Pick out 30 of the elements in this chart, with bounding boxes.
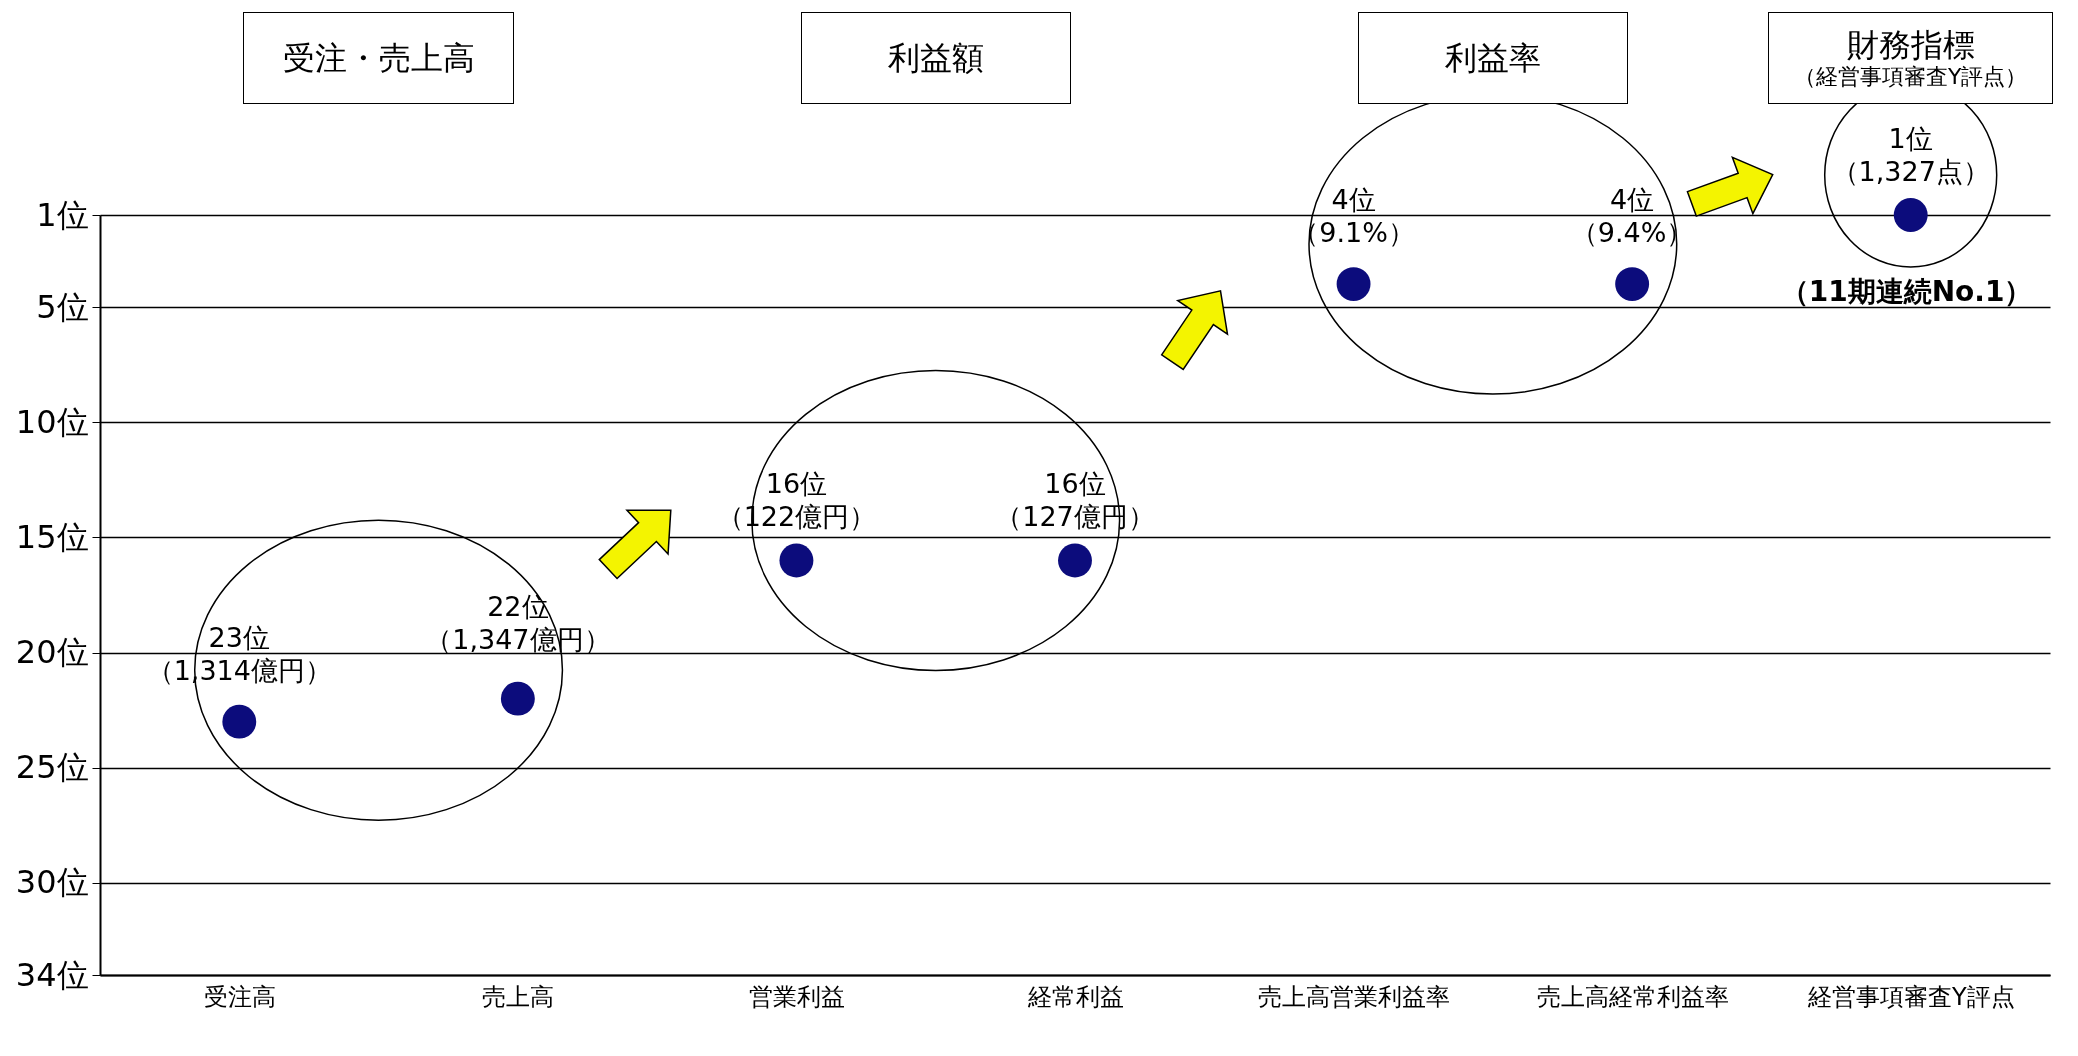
y-tick-label: 10位: [15, 402, 89, 441]
annotation: （11期連続No.1）: [1780, 274, 2033, 310]
y-tick-label: 25位: [15, 748, 89, 787]
x-tick-label: 売上高: [482, 982, 555, 1011]
text: 利益率: [1443, 38, 1542, 77]
x-tick-label: 経常利益: [1026, 982, 1124, 1011]
point: [500, 681, 535, 716]
x-tick-label: 経営事項審査Y評点: [1806, 982, 2015, 1011]
point: [222, 704, 257, 739]
y-tick-label: 1位: [36, 195, 89, 234]
point: [779, 543, 814, 578]
data-label: 4位（9.4%）: [1570, 184, 1694, 249]
data-label: 1位（1,327点）: [1831, 123, 1990, 187]
x-tick-label: 営業利益: [748, 982, 845, 1011]
point: [1893, 198, 1928, 232]
x-tick-label: 売上高経常利益率: [1536, 982, 1729, 1011]
point: [1336, 267, 1371, 302]
text: 財務指標（経営事項審査Y評点）: [1792, 25, 2029, 90]
y-tick-label: 20位: [15, 633, 89, 672]
x-tick-label: 売上高営業利益率: [1258, 982, 1451, 1011]
text: 受注・売上高: [281, 38, 476, 77]
y-tick-label: 15位: [15, 517, 89, 556]
point: [1615, 267, 1650, 302]
y-tick-label: 5位: [36, 287, 89, 326]
y-tick-label: 34位: [15, 955, 89, 994]
x-tick-label: 受注高: [203, 982, 276, 1011]
point: [1058, 543, 1092, 578]
y-tick-label: 30位: [15, 863, 89, 902]
text: 利益額: [886, 38, 985, 77]
data-label: 4位（9.1%）: [1292, 184, 1415, 249]
